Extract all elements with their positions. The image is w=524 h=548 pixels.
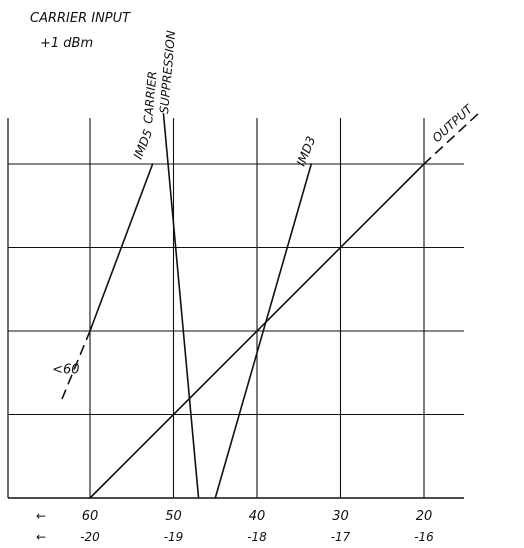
series-label-imd5: IMD5 [131, 127, 156, 161]
series-label-carrier-suppression-line2: SUPPRESSION [157, 30, 178, 114]
series-line-imd3 [214, 163, 313, 499]
tick-label-top: 30 [332, 509, 349, 524]
tick-label-top: 20 [416, 509, 433, 524]
annotation-0: <60 [52, 363, 79, 378]
series-label-imd3: IMD3 [294, 134, 319, 168]
tick-label-top: 50 [165, 509, 182, 524]
tick-label-top: 60 [82, 509, 99, 524]
series-label-output: OUTPUT [430, 101, 477, 145]
tick-label-bottom: -18 [247, 530, 267, 544]
axis-top-arrow: ← [36, 509, 46, 523]
series-line-imd5 [89, 163, 154, 332]
series-extension-imd5 [59, 330, 91, 403]
series-line-carrier-suppression [162, 113, 200, 499]
tick-label-top: 40 [249, 509, 266, 524]
tick-label-bottom: -16 [414, 530, 434, 544]
series-line-output [89, 163, 425, 499]
header-line2: +1 dBm [40, 36, 93, 51]
series-extension-output [423, 108, 484, 165]
header-line1: CARRIER INPUT [30, 11, 131, 26]
tick-label-bottom: -17 [331, 530, 351, 544]
tick-label-bottom: -20 [80, 530, 100, 544]
series-lines [59, 108, 484, 499]
grid [7, 118, 464, 499]
axis-bottom-arrow: ← [36, 530, 46, 544]
x-axis: ← ← 60 50 40 30 20 -20 -19 -18 -17 -16 [36, 509, 434, 544]
tick-label-bottom: -19 [164, 530, 184, 544]
series-label-carrier-suppression-line1: CARRIER [141, 71, 160, 125]
